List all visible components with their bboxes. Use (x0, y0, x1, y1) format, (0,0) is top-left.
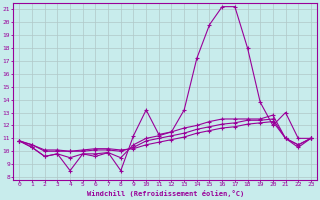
X-axis label: Windchill (Refroidissement éolien,°C): Windchill (Refroidissement éolien,°C) (86, 190, 244, 197)
